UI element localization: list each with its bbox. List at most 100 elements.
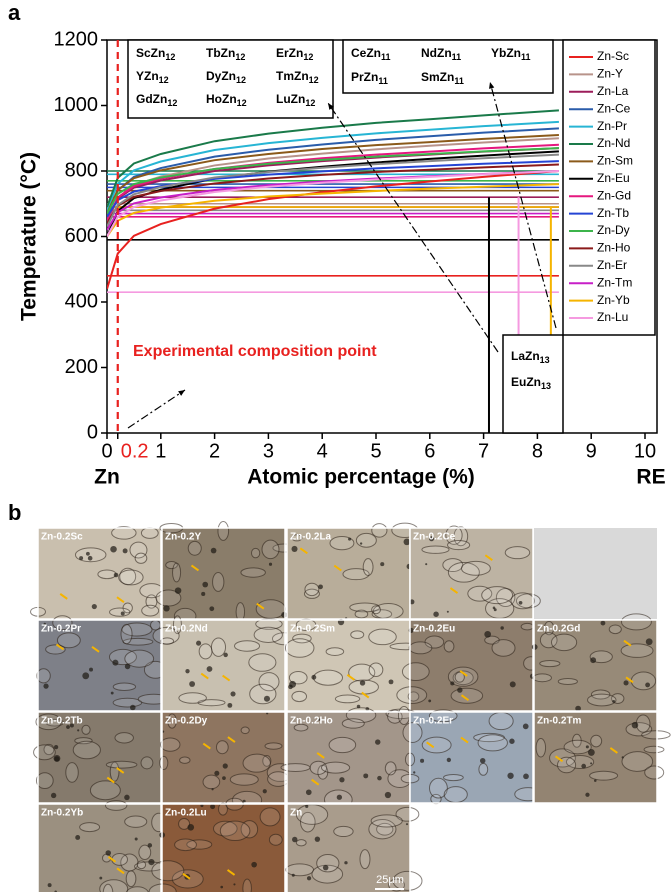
micrograph: Zn-0.2Lu bbox=[148, 797, 286, 892]
phase-formula: NdZn bbox=[421, 46, 452, 60]
phase-box bbox=[127, 39, 334, 119]
phase-subscript: 11 bbox=[378, 76, 388, 86]
particle bbox=[222, 763, 228, 769]
phase-arrow bbox=[311, 778, 320, 786]
tile-border bbox=[409, 711, 534, 804]
grain bbox=[112, 697, 143, 708]
grain bbox=[359, 849, 371, 870]
phase-arrow bbox=[202, 742, 211, 750]
particle bbox=[47, 883, 52, 888]
grain bbox=[421, 736, 452, 754]
grain bbox=[316, 854, 340, 873]
phase-arrow bbox=[609, 747, 618, 754]
x-tick-label: 2 bbox=[209, 440, 220, 462]
grain bbox=[35, 713, 62, 731]
micrograph: Zn-0.2Eu bbox=[396, 619, 539, 712]
empty-tile bbox=[534, 528, 657, 619]
grain bbox=[447, 539, 471, 551]
phase-formula: SmZn bbox=[421, 70, 454, 84]
micrograph: Zn-0.2Dy bbox=[159, 711, 294, 810]
grain bbox=[65, 762, 79, 783]
micrograph: Zn-0.2Er bbox=[400, 709, 542, 805]
grain bbox=[397, 705, 411, 726]
phase-arrow bbox=[460, 694, 470, 701]
grain bbox=[264, 742, 283, 750]
micrograph-label: Zn-0.2Er bbox=[413, 716, 453, 727]
grain bbox=[255, 599, 286, 619]
grain bbox=[630, 671, 657, 691]
tile-border bbox=[161, 619, 286, 712]
particle bbox=[388, 679, 394, 685]
phase-label: ScZn12 bbox=[136, 46, 175, 62]
grain bbox=[253, 626, 283, 643]
phase-label: EuZn13 bbox=[511, 375, 551, 391]
particle bbox=[87, 555, 93, 561]
micrograph: Zn-0.2Yb bbox=[37, 800, 167, 892]
legend-box bbox=[562, 39, 656, 336]
grain bbox=[445, 525, 463, 545]
particle bbox=[189, 681, 196, 687]
phase-arrow bbox=[106, 776, 115, 784]
phase-formula: LuZn bbox=[276, 92, 305, 106]
grain bbox=[587, 693, 617, 707]
grain bbox=[355, 532, 377, 548]
grain bbox=[350, 630, 365, 640]
particle bbox=[223, 652, 228, 658]
particle bbox=[318, 718, 321, 721]
tile-border bbox=[286, 803, 411, 892]
particle bbox=[147, 843, 153, 848]
phase-formula: YbZn bbox=[491, 46, 521, 60]
grain bbox=[179, 756, 191, 764]
grain bbox=[371, 605, 382, 615]
micrograph-label: Zn-0.2Tm bbox=[537, 716, 582, 727]
particle bbox=[363, 773, 369, 779]
particle bbox=[631, 721, 639, 729]
particle bbox=[148, 858, 155, 866]
particle bbox=[575, 705, 581, 712]
phase-arrow bbox=[346, 674, 355, 681]
micrograph: Zn-0.2Gd bbox=[531, 613, 658, 712]
grain bbox=[165, 560, 178, 570]
grain bbox=[291, 690, 308, 703]
phase-arrow bbox=[299, 547, 308, 555]
legend-label: Zn-Eu bbox=[597, 171, 630, 185]
grain bbox=[280, 763, 311, 772]
phase-arrow bbox=[625, 676, 634, 684]
grain bbox=[313, 669, 344, 686]
particle bbox=[581, 763, 587, 769]
particle bbox=[200, 804, 204, 808]
grain bbox=[368, 662, 384, 677]
phase-arrow bbox=[227, 736, 236, 743]
grain bbox=[255, 618, 283, 630]
particle bbox=[322, 864, 329, 871]
grain bbox=[620, 643, 654, 658]
panel-label: a bbox=[8, 0, 21, 25]
phase-label: LuZn12 bbox=[276, 92, 315, 108]
grain bbox=[408, 641, 433, 655]
micrograph-bg bbox=[162, 620, 285, 711]
x-axis-label: Atomic percentage (%) bbox=[247, 466, 475, 489]
legend-label: Zn-Nd bbox=[597, 136, 630, 150]
grain bbox=[198, 643, 213, 660]
grain bbox=[104, 800, 128, 811]
particle bbox=[384, 791, 392, 799]
grain bbox=[621, 751, 654, 772]
scale-bar-label: 25μm bbox=[376, 874, 404, 886]
particle bbox=[79, 556, 84, 561]
grain bbox=[134, 552, 148, 564]
micrograph-label: Zn-0.2Eu bbox=[413, 624, 455, 635]
micrograph: Zn-0.2Tm bbox=[533, 711, 671, 804]
phase-subscript: 11 bbox=[381, 52, 391, 62]
phase-label: TmZn12 bbox=[276, 69, 319, 85]
micrograph-label: Zn-0.2Tb bbox=[41, 716, 83, 727]
grain bbox=[140, 527, 159, 539]
micrograph-label: Zn-0.2Nd bbox=[165, 624, 208, 635]
grain bbox=[114, 732, 134, 744]
liquidus-line bbox=[107, 120, 559, 211]
grain bbox=[300, 811, 316, 833]
particle bbox=[380, 562, 385, 567]
particle bbox=[590, 657, 597, 664]
particle bbox=[305, 789, 312, 796]
legend-label: Zn-Y bbox=[597, 67, 623, 81]
grain bbox=[371, 523, 388, 538]
